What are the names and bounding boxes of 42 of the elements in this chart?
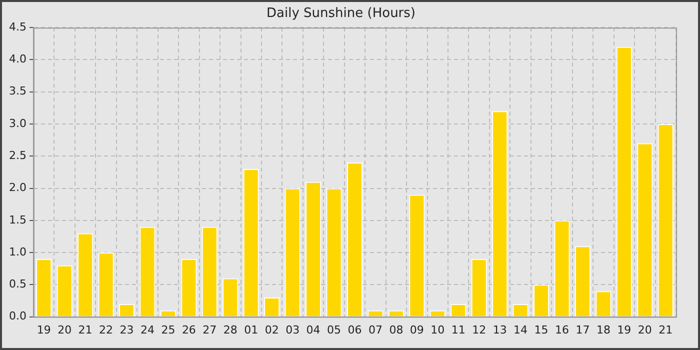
y-tick-label: 2.0 — [8, 181, 26, 194]
y-tick-label: 4.5 — [8, 20, 26, 34]
x-tick-label: 20 — [638, 323, 652, 336]
y-tick-label: 0.5 — [8, 278, 26, 291]
y-tick-label: 0.0 — [8, 310, 26, 323]
x-tick-label: 02 — [264, 323, 279, 336]
x-tick-label: 14 — [514, 323, 528, 336]
x-tick-label: 22 — [99, 323, 114, 336]
x-tick-label: 17 — [576, 323, 590, 336]
x-tick-label: 11 — [451, 323, 466, 336]
x-tick-label: 09 — [410, 323, 424, 336]
x-tick-label: 10 — [430, 323, 445, 336]
x-tick-label: 18 — [596, 323, 610, 336]
y-tick-label: 4.0 — [8, 52, 26, 66]
x-tick-label: 19 — [36, 323, 51, 336]
y-tick-label: 3.5 — [8, 84, 26, 98]
x-tick-label: 25 — [161, 323, 176, 336]
y-tick-label: 1.0 — [8, 245, 26, 258]
x-tick-label: 24 — [140, 323, 154, 336]
x-tick-label: 04 — [306, 323, 320, 336]
x-tick-label: 26 — [182, 323, 196, 336]
x-tick-label: 28 — [223, 323, 238, 336]
x-tick-label: 21 — [658, 323, 673, 336]
x-tick-label: 01 — [244, 323, 258, 336]
x-tick-label: 06 — [348, 323, 362, 336]
x-tick-label: 12 — [472, 323, 486, 336]
x-tick-label: 08 — [389, 323, 404, 336]
x-tick-label: 20 — [58, 323, 72, 336]
x-tick-label: 27 — [202, 323, 217, 336]
x-tick-label: 07 — [368, 323, 382, 336]
x-tick-label: 03 — [286, 323, 300, 336]
chart-title: Daily Sunshine (Hours) — [266, 6, 416, 22]
x-tick-label: 05 — [327, 323, 342, 336]
x-tick-label: 19 — [617, 323, 632, 336]
x-tick-label: 13 — [492, 323, 507, 336]
x-tick-label: 15 — [534, 323, 548, 336]
y-tick-label: 3.0 — [8, 116, 26, 130]
y-tick-label: 1.5 — [8, 213, 26, 226]
y-tick-label: 2.5 — [8, 148, 26, 162]
x-tick-label: 16 — [555, 323, 570, 336]
x-tick-label: 23 — [120, 323, 134, 336]
x-tick-label: 21 — [78, 323, 92, 336]
